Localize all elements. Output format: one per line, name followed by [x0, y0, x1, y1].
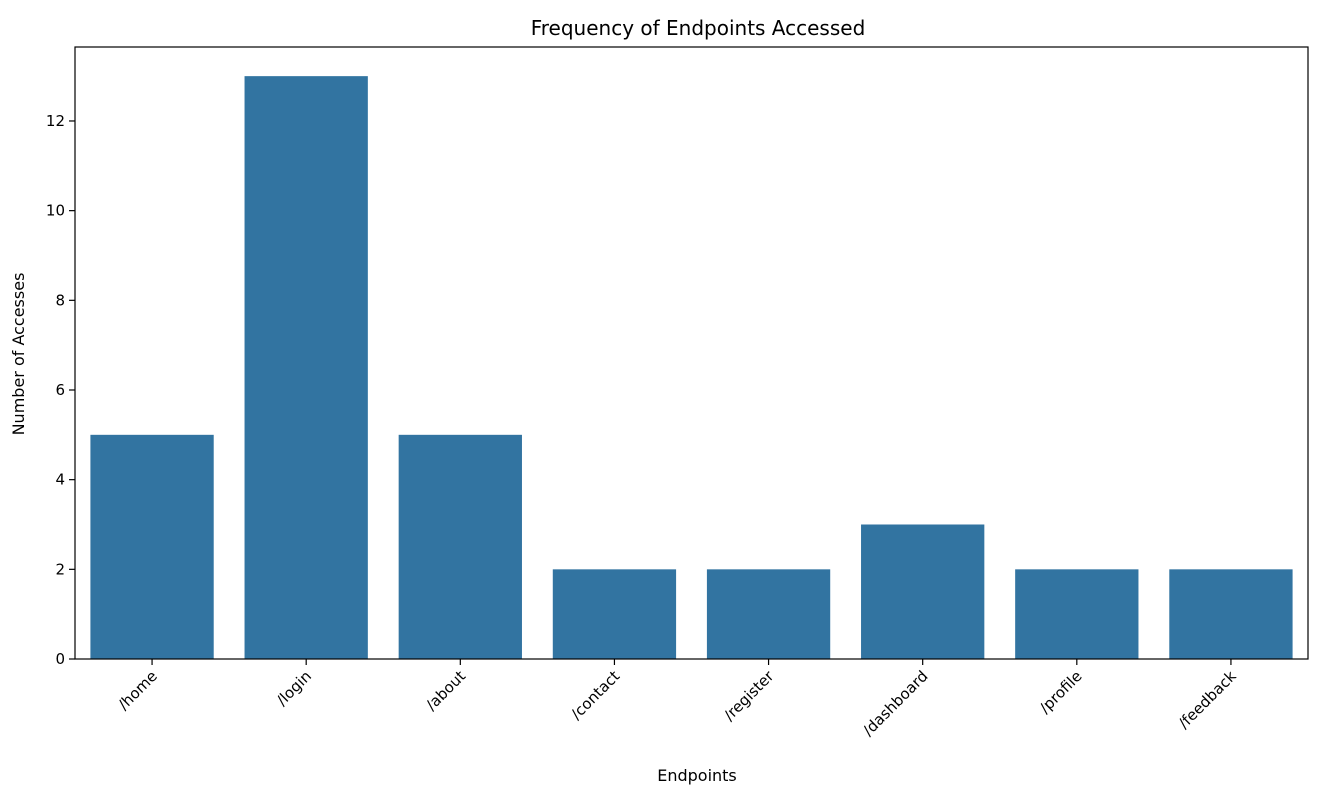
- bar-profile: [1015, 569, 1139, 659]
- x-tick-label: /feedback: [1175, 667, 1240, 732]
- bar-about: [398, 434, 522, 659]
- x-tick-label: /register: [720, 667, 778, 725]
- chart-title: Frequency of Endpoints Accessed: [531, 16, 866, 40]
- x-tick-label: /dashboard: [859, 667, 931, 739]
- y-tick-label: 8: [55, 291, 65, 309]
- bar-home: [90, 434, 214, 659]
- bar-dashboard: [861, 524, 985, 659]
- plot-frame: [74, 46, 1309, 660]
- x-tick-label: /login: [273, 667, 315, 709]
- y-tick-label: 12: [46, 112, 65, 130]
- y-tick-label: 0: [55, 650, 65, 668]
- x-tick-label: /contact: [567, 667, 623, 723]
- bar-feedback: [1169, 569, 1293, 659]
- x-tick-label: /about: [422, 667, 469, 714]
- y-tick-label: 10: [46, 202, 65, 220]
- bar-register: [706, 569, 831, 659]
- x-tick-label: /home: [115, 667, 161, 713]
- x-tick-label: /profile: [1036, 667, 1086, 717]
- bar-login: [244, 76, 368, 659]
- x-axis-label: Endpoints: [657, 766, 737, 785]
- y-axis-ticks: 0 2 4 6 8 10 12: [46, 112, 75, 668]
- y-tick-label: 4: [55, 471, 65, 489]
- y-tick-label: 2: [55, 560, 65, 578]
- y-tick-label: 6: [55, 381, 65, 399]
- bars-group: [90, 76, 1293, 659]
- y-axis-label: Number of Accesses: [9, 273, 28, 436]
- bar-contact: [552, 569, 677, 659]
- x-axis-ticks: /home/login/about/contact/register/dashb…: [115, 659, 1240, 740]
